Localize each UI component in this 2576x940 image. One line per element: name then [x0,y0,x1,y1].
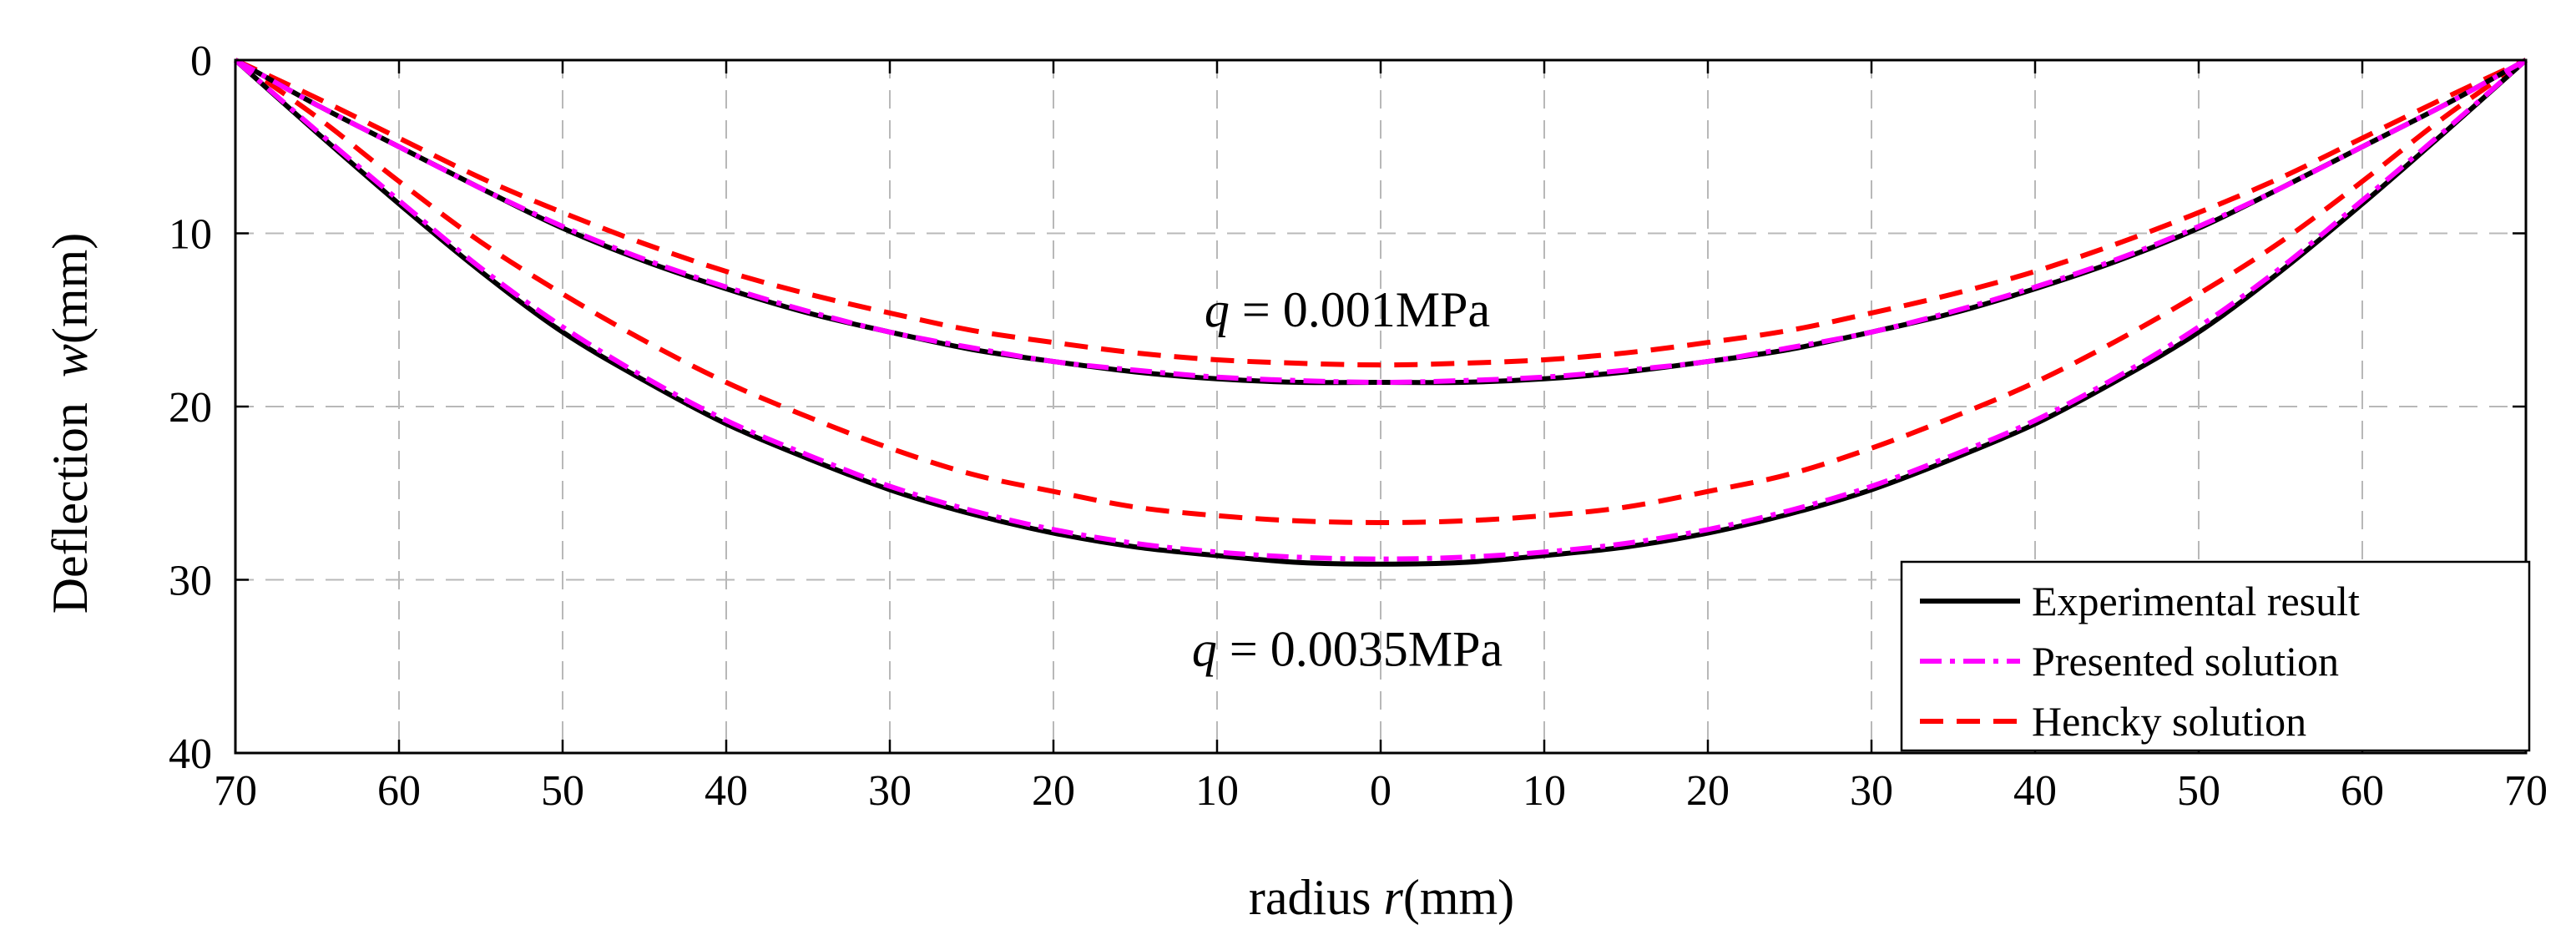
annotation-q-low-text: = 0.001MPa [1230,282,1490,337]
x-tick-label: 40 [705,767,748,815]
x-tick-label: 50 [2177,767,2220,815]
y-axis-title-prefix: Deflection [43,377,98,614]
y-tick-label: 0 [190,38,212,85]
legend: Experimental result Presented solution H… [1900,560,2531,752]
x-tick-label: 10 [1195,767,1239,815]
ticks: 70 60 50 40 30 20 10 0 10 20 30 40 50 60 70 0 10 20 30 40 [169,38,2548,815]
x-tick-label: 20 [1686,767,1730,815]
annotation-q-high-var: q [1192,622,1217,677]
x-tick-label: 50 [541,767,584,815]
y-axis-title-var: w [43,344,98,377]
annotation-q-high: q = 0.0035MPa [1192,622,1503,677]
legend-label-hencky: Hencky solution [2032,698,2306,745]
annotation-q-high-text: = 0.0035MPa [1217,622,1503,677]
x-tick-label: 30 [1850,767,1893,815]
y-tick-label: 40 [169,730,212,778]
annotation-q-low-var: q [1205,282,1230,337]
x-axis-title-prefix: radius [1249,870,1384,925]
x-axis-title-suffix: (mm) [1403,870,1514,925]
series-line-hencky-solution-00035 [234,58,2528,525]
x-axis-title: radius r(mm) [1249,870,1514,925]
x-tick-label: 10 [1523,767,1566,815]
legend-label-presented: Presented solution [2032,638,2339,685]
x-tick-label: 0 [1370,767,1392,815]
y-tick-label: 10 [169,211,212,259]
y-tick-label: 20 [169,384,212,432]
series-line-experimental-result-00035 [234,58,2528,567]
series-line-presented-solution-0001 [234,58,2528,385]
x-tick-label: 60 [2341,767,2384,815]
x-tick-label: 70 [2504,767,2548,815]
x-axis-title-var: r [1383,870,1403,925]
x-tick-label: 70 [214,767,257,815]
y-tick-label: 30 [169,558,212,605]
series-layer [234,58,2528,567]
x-tick-label: 30 [868,767,912,815]
x-tick-label: 40 [2013,767,2057,815]
x-tick-label: 60 [377,767,421,815]
y-axis-title-suffix: (mm) [43,233,98,344]
legend-label-experimental: Experimental result [2032,578,2360,624]
y-axis-title: Deflection w(mm) [43,233,98,614]
series-line-hencky-solution-0001 [234,58,2528,368]
annotation-q-low: q = 0.001MPa [1205,282,1490,337]
annotations: q = 0.001MPa q = 0.0035MPa [1192,282,1503,677]
x-tick-label: 20 [1032,767,1075,815]
